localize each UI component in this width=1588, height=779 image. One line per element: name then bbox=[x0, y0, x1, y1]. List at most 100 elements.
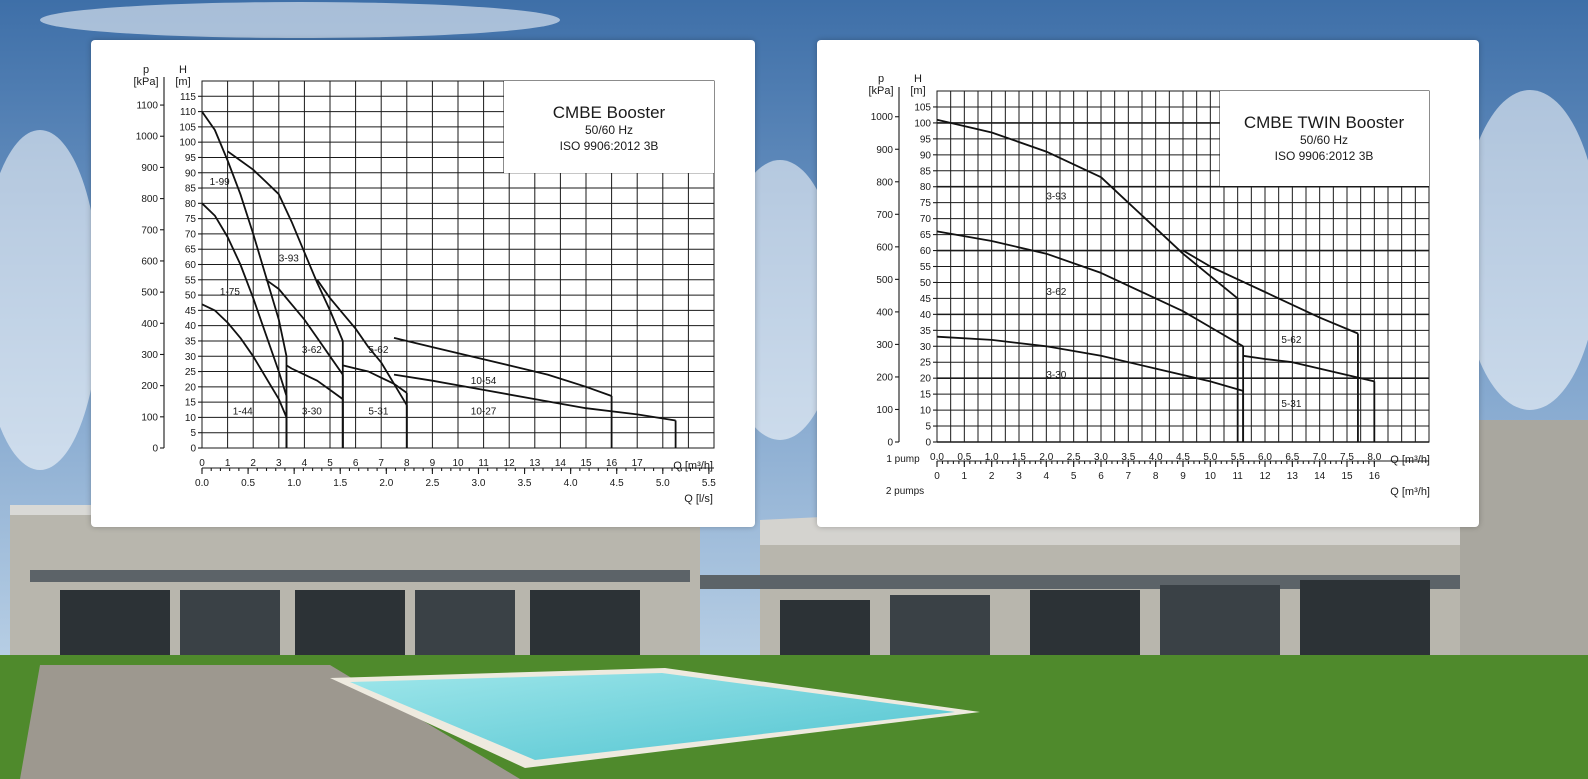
head-axis-unit: [m] bbox=[175, 76, 190, 88]
head-tick-label: 55 bbox=[920, 262, 932, 273]
curve-label-3-30: 3-30 bbox=[1046, 370, 1066, 381]
head-tick-label: 45 bbox=[185, 306, 197, 317]
grid bbox=[936, 90, 1430, 443]
x2-tick-label: 5.5 bbox=[702, 478, 716, 489]
head-tick-label: 55 bbox=[185, 275, 197, 286]
head-tick-label: 75 bbox=[185, 214, 197, 225]
x2-tick-label: 3.0 bbox=[472, 478, 486, 489]
curve-label-3-62: 3-62 bbox=[302, 345, 322, 356]
x-tick-label: 3.5 bbox=[1121, 452, 1135, 463]
pressure-axis-unit: [kPa] bbox=[868, 85, 893, 97]
x2-tick-label: 9 bbox=[1180, 471, 1186, 482]
chart-cmbe-twin-booster: 0510152025303540455055606570758085909510… bbox=[868, 73, 1430, 498]
head-tick-label: 75 bbox=[920, 198, 932, 209]
pressure-tick-label: 700 bbox=[876, 210, 893, 221]
x-tick-label: 0 bbox=[199, 458, 205, 469]
curve-label-5-31: 5-31 bbox=[1281, 399, 1301, 410]
head-tick-label: 105 bbox=[179, 122, 196, 133]
head-tick-label: 105 bbox=[914, 102, 931, 113]
x2-tick-label: 0.5 bbox=[241, 478, 255, 489]
x-axis-label: Q [m³/h] bbox=[673, 460, 713, 472]
head-tick-label: 100 bbox=[914, 118, 931, 129]
x2-axis-label: Q [m³/h] bbox=[1390, 486, 1430, 498]
x-tick-label: 12 bbox=[504, 458, 516, 469]
curve-label-3-62: 3-62 bbox=[1046, 287, 1066, 298]
head-tick-label: 95 bbox=[920, 134, 932, 145]
x-row-label-1-pump: 1 pump bbox=[886, 454, 920, 465]
curve-label-1-75: 1-75 bbox=[220, 287, 240, 298]
head-tick-label: 30 bbox=[920, 342, 932, 353]
pressure-axis-label: p bbox=[143, 64, 149, 76]
x-tick-label: 15 bbox=[580, 458, 592, 469]
head-tick-label: 50 bbox=[920, 278, 932, 289]
curve-label-10-27: 10-27 bbox=[471, 406, 497, 417]
chart-subtitle-iso: ISO 9906:2012 3B bbox=[560, 139, 659, 153]
chart-subtitle-freq: 50/60 Hz bbox=[585, 123, 633, 137]
x-tick-label: 5.0 bbox=[1203, 452, 1217, 463]
head-tick-label: 0 bbox=[925, 438, 931, 449]
x2-tick-label: 2 bbox=[989, 471, 995, 482]
tick-labels: 0510152025303540455055606570758085909510… bbox=[871, 102, 1382, 482]
x2-tick-label: 6 bbox=[1098, 471, 1104, 482]
pressure-tick-label: 600 bbox=[876, 242, 893, 253]
chart-subtitle-freq: 50/60 Hz bbox=[1300, 133, 1348, 147]
chart-title: CMBE Booster bbox=[553, 103, 666, 122]
head-axis-label: H bbox=[914, 73, 922, 85]
x-tick-label: 7.5 bbox=[1340, 452, 1354, 463]
axes bbox=[895, 87, 1429, 467]
head-axis-unit: [m] bbox=[910, 85, 925, 97]
head-tick-label: 20 bbox=[920, 374, 932, 385]
pressure-tick-label: 100 bbox=[876, 405, 893, 416]
x2-tick-label: 5.0 bbox=[656, 478, 670, 489]
curve-3-93 bbox=[227, 150, 344, 342]
left-building bbox=[10, 505, 700, 665]
curve-label-5-62: 5-62 bbox=[1281, 335, 1301, 346]
curve-label-5-62: 5-62 bbox=[368, 345, 388, 356]
head-tick-label: 100 bbox=[179, 138, 196, 149]
head-tick-label: 65 bbox=[185, 245, 197, 256]
x-tick-label: 6 bbox=[353, 458, 359, 469]
curve-1-99 bbox=[201, 111, 288, 357]
x-tick-label: 8.0 bbox=[1367, 452, 1381, 463]
curves bbox=[936, 118, 1376, 442]
pressure-tick-label: 1000 bbox=[871, 112, 894, 123]
deck bbox=[20, 665, 520, 779]
curve-3-30 bbox=[286, 364, 344, 400]
axes bbox=[160, 77, 714, 474]
head-tick-label: 65 bbox=[920, 230, 932, 241]
title-box bbox=[504, 81, 714, 173]
head-tick-label: 85 bbox=[185, 184, 197, 195]
x2-axis-label: Q [l/s] bbox=[684, 493, 713, 505]
curve-3-62 bbox=[936, 230, 1244, 348]
pressure-tick-label: 900 bbox=[141, 163, 158, 174]
head-tick-label: 70 bbox=[185, 229, 197, 240]
head-tick-label: 45 bbox=[920, 294, 932, 305]
x2-tick-label: 7 bbox=[1126, 471, 1132, 482]
x2-tick-label: 4 bbox=[1044, 471, 1050, 482]
head-tick-label: 115 bbox=[180, 92, 196, 103]
pool-water bbox=[350, 673, 955, 760]
tick-labels: 0510152025303540455055606570758085909510… bbox=[136, 92, 717, 489]
x-axis-label: Q [m³/h] bbox=[1390, 454, 1430, 466]
x-tick-label: 9 bbox=[430, 458, 436, 469]
curve-3-93 bbox=[936, 118, 1239, 300]
head-tick-label: 15 bbox=[920, 390, 932, 401]
head-tick-label: 30 bbox=[185, 352, 197, 363]
chart-title: CMBE TWIN Booster bbox=[1244, 113, 1405, 132]
x-tick-label: 3 bbox=[276, 458, 282, 469]
x-tick-label: 4.0 bbox=[1149, 452, 1163, 463]
head-tick-label: 5 bbox=[925, 422, 931, 433]
curve-10-27 bbox=[393, 373, 676, 422]
curve-label-3-30: 3-30 bbox=[302, 406, 322, 417]
pressure-tick-label: 400 bbox=[141, 319, 158, 330]
x2-tick-label: 0 bbox=[934, 471, 940, 482]
curve-5-62 bbox=[316, 279, 408, 406]
pressure-tick-label: 500 bbox=[141, 288, 158, 299]
pressure-tick-label: 1000 bbox=[136, 132, 159, 143]
x2-tick-label: 13 bbox=[1287, 471, 1299, 482]
x2-tick-label: 3 bbox=[1016, 471, 1022, 482]
curve-label-3-93: 3-93 bbox=[1046, 191, 1066, 202]
head-tick-label: 10 bbox=[920, 406, 932, 417]
x-tick-label: 2 bbox=[250, 458, 256, 469]
x2-tick-label: 0.0 bbox=[195, 478, 209, 489]
